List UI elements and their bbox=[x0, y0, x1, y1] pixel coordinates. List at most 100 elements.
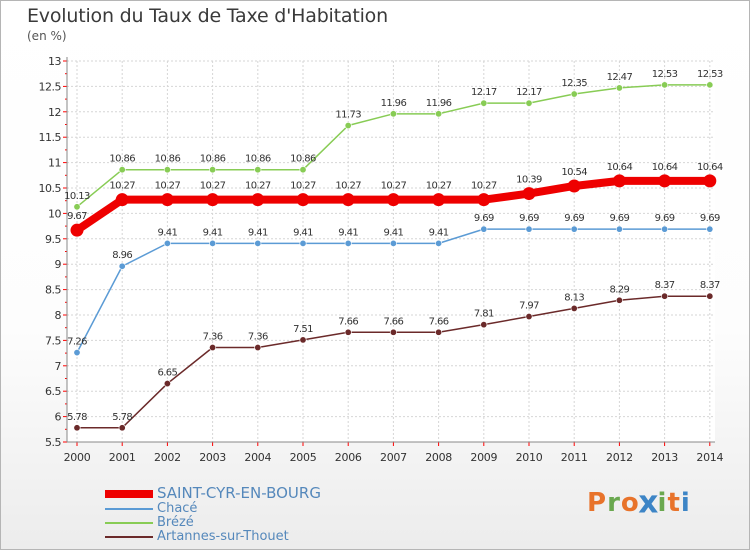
logo-letter: x bbox=[637, 485, 660, 521]
series-point-0 bbox=[206, 193, 220, 207]
data-label: 7.66 bbox=[383, 316, 403, 327]
data-label: 9.69 bbox=[609, 213, 629, 224]
x-tick-label: 2010 bbox=[516, 451, 543, 464]
series-point-2 bbox=[299, 166, 307, 174]
y-tick-label: 8 bbox=[55, 309, 62, 322]
chart-title: Evolution du Taux de Taxe d'Habitation bbox=[27, 5, 388, 27]
data-label: 10.27 bbox=[335, 181, 361, 192]
series-point-2 bbox=[73, 203, 81, 211]
data-label: 7.66 bbox=[429, 316, 449, 327]
x-tick-label: 2002 bbox=[154, 451, 181, 464]
series-point-1 bbox=[118, 262, 126, 270]
data-label: 10.27 bbox=[200, 181, 226, 192]
series-point-1 bbox=[209, 239, 217, 247]
x-tick-label: 2014 bbox=[696, 451, 723, 464]
series-point-1 bbox=[570, 225, 578, 233]
data-label: 9.69 bbox=[564, 213, 584, 224]
y-tick-label: 11.5 bbox=[39, 131, 62, 144]
series-point-0 bbox=[341, 193, 355, 207]
data-label: 9.41 bbox=[293, 227, 313, 238]
data-label: 11.73 bbox=[335, 110, 361, 121]
data-label: 10.64 bbox=[697, 162, 723, 173]
series-point-3 bbox=[525, 313, 533, 321]
series-point-1 bbox=[615, 225, 623, 233]
series-point-2 bbox=[525, 99, 533, 107]
series-point-0 bbox=[296, 193, 310, 207]
x-tick-label: 2001 bbox=[109, 451, 136, 464]
series-point-0 bbox=[477, 193, 491, 207]
y-tick-label: 7 bbox=[55, 360, 62, 373]
data-label: 7.26 bbox=[67, 337, 87, 348]
legend-label: Chacé bbox=[157, 501, 198, 516]
data-label: 9.41 bbox=[429, 227, 449, 238]
x-tick-label: 2008 bbox=[425, 451, 452, 464]
data-label: 9.41 bbox=[203, 227, 223, 238]
series-point-0 bbox=[115, 193, 129, 207]
series-point-2 bbox=[389, 110, 397, 118]
x-tick-label: 2007 bbox=[380, 451, 407, 464]
data-label: 10.39 bbox=[516, 175, 542, 186]
series-point-2 bbox=[570, 90, 578, 98]
series-point-3 bbox=[163, 380, 171, 388]
legend-label: SAINT-CYR-EN-BOURG bbox=[157, 484, 321, 502]
plot-area bbox=[67, 61, 715, 442]
data-label: 8.37 bbox=[655, 280, 675, 291]
data-label: 9.69 bbox=[700, 213, 720, 224]
logo-letter: i bbox=[657, 488, 668, 518]
data-label: 10.86 bbox=[155, 154, 181, 165]
series-point-1 bbox=[344, 239, 352, 247]
data-label: 9.41 bbox=[383, 227, 403, 238]
data-label: 7.51 bbox=[293, 324, 313, 335]
data-label: 10.27 bbox=[245, 181, 271, 192]
data-label: 9.41 bbox=[157, 227, 177, 238]
data-label: 9.69 bbox=[655, 213, 675, 224]
series-point-0 bbox=[251, 193, 265, 207]
series-point-2 bbox=[615, 84, 623, 92]
series-point-1 bbox=[706, 225, 714, 233]
series-point-3 bbox=[480, 321, 488, 329]
x-tick-label: 2000 bbox=[64, 451, 91, 464]
series-point-3 bbox=[389, 328, 397, 336]
series-point-0 bbox=[522, 187, 536, 201]
series-point-2 bbox=[118, 166, 126, 174]
series-point-1 bbox=[525, 225, 533, 233]
y-tick-label: 6 bbox=[55, 411, 62, 424]
logo-letter: i bbox=[680, 488, 691, 518]
y-tick-label: 6.5 bbox=[45, 385, 61, 398]
legend-swatch bbox=[105, 508, 153, 510]
series-point-2 bbox=[254, 166, 262, 174]
series-point-2 bbox=[480, 99, 488, 107]
series-point-2 bbox=[344, 122, 352, 130]
legend-label: Artannes-sur-Thouet bbox=[157, 529, 289, 544]
series-point-2 bbox=[435, 110, 443, 118]
series-point-1 bbox=[299, 239, 307, 247]
chart-unit-label: (en %) bbox=[27, 29, 67, 43]
series-point-3 bbox=[254, 344, 262, 352]
x-tick-label: 2005 bbox=[290, 451, 317, 464]
series-point-1 bbox=[254, 239, 262, 247]
y-tick-label: 10 bbox=[48, 207, 61, 220]
data-label: 9.69 bbox=[474, 213, 494, 224]
series-point-0 bbox=[612, 174, 626, 188]
series-point-1 bbox=[73, 349, 81, 357]
x-tick-label: 2009 bbox=[470, 451, 497, 464]
series-point-2 bbox=[163, 166, 171, 174]
logo-letter: r bbox=[607, 488, 621, 518]
data-label: 8.29 bbox=[609, 284, 629, 295]
series-point-3 bbox=[570, 304, 578, 312]
y-tick-label: 9 bbox=[55, 258, 62, 271]
data-label: 7.97 bbox=[519, 301, 539, 312]
data-label: 12.53 bbox=[697, 69, 723, 80]
data-label: 7.66 bbox=[338, 316, 358, 327]
series-point-1 bbox=[163, 239, 171, 247]
series-point-2 bbox=[706, 81, 714, 89]
series-point-3 bbox=[73, 424, 81, 432]
data-label: 10.86 bbox=[290, 154, 316, 165]
data-label: 10.86 bbox=[200, 154, 226, 165]
proxiti-logo: Proxiti bbox=[587, 485, 691, 521]
data-label: 10.27 bbox=[381, 181, 407, 192]
data-label: 8.96 bbox=[112, 250, 132, 261]
data-label: 12.35 bbox=[561, 78, 587, 89]
